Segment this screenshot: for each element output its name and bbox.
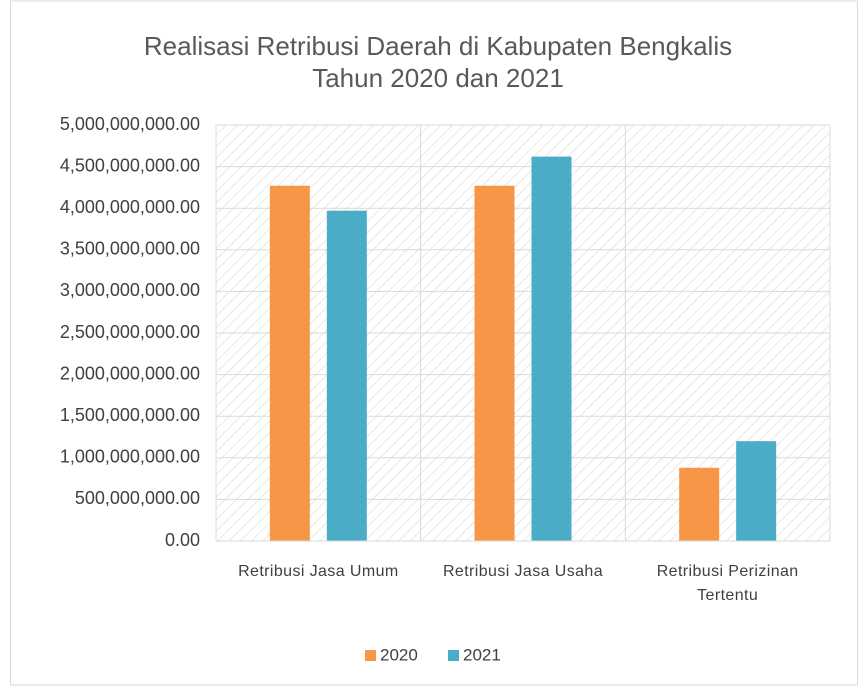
y-tick-label: 0.00 (165, 530, 200, 550)
x-tick-label-box: Retribusi Jasa Usaha (442, 563, 604, 580)
y-tick-label: 5,000,000,000.00 (60, 114, 200, 134)
y-tick-label: 3,500,000,000.00 (60, 239, 200, 259)
chart-title: Realisasi Retribusi Daerah di Kabupaten … (144, 31, 732, 61)
y-tick-label: 1,000,000,000.00 (60, 447, 200, 467)
bar (474, 185, 515, 541)
x-tick-label: Retribusi Jasa Umum (238, 563, 399, 580)
y-tick-label: 4,500,000,000.00 (60, 155, 200, 175)
y-tick-label: 500,000,000.00 (75, 488, 200, 508)
bar (679, 467, 720, 541)
x-tick-label: Retribusi Perizinan Tertentu (656, 563, 799, 604)
y-tick-label: 2,500,000,000.00 (60, 322, 200, 342)
y-tick-label: 3,000,000,000.00 (60, 280, 200, 300)
chart-title: Tahun 2020 dan 2021 (312, 63, 564, 93)
x-tick-label-box: Retribusi Perizinan Tertentu (656, 563, 799, 604)
x-tick-label-box: Retribusi Jasa Umum (238, 563, 399, 580)
legend-label: 2021 (463, 645, 501, 664)
bar (326, 210, 367, 542)
bar (531, 156, 572, 541)
legend-label: 2020 (380, 645, 418, 664)
y-tick-label: 4,000,000,000.00 (60, 197, 200, 217)
y-tick-label: 1,500,000,000.00 (60, 405, 200, 425)
bar (736, 441, 777, 541)
legend-swatch (365, 650, 376, 661)
x-tick-label: Retribusi Jasa Usaha (442, 563, 604, 580)
bar (269, 185, 310, 541)
legend-swatch (448, 650, 459, 661)
y-tick-label: 2,000,000,000.00 (60, 363, 200, 383)
